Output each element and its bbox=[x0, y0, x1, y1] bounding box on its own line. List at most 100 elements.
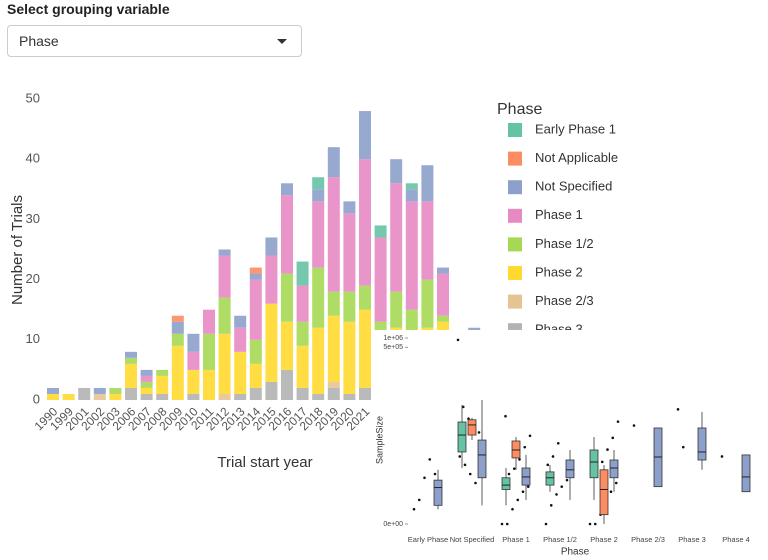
box bbox=[741, 454, 751, 493]
bar-segment bbox=[125, 363, 137, 388]
bar-segment bbox=[359, 285, 371, 310]
bar-segment bbox=[405, 201, 418, 310]
y-tick-label: 50 bbox=[26, 90, 40, 105]
bar-segment bbox=[343, 321, 356, 394]
data-point bbox=[468, 472, 472, 476]
box bbox=[457, 421, 467, 453]
bar-segment bbox=[249, 387, 262, 400]
data-point bbox=[609, 490, 613, 494]
bar-segment bbox=[218, 255, 231, 298]
y-tick-label: 20 bbox=[26, 271, 40, 286]
data-point bbox=[528, 434, 532, 438]
x-tick-label: Early Phase bbox=[408, 535, 448, 544]
bar-segment bbox=[47, 387, 59, 394]
bar-segment bbox=[327, 381, 340, 388]
bar-segment bbox=[281, 273, 293, 322]
data-point bbox=[504, 414, 507, 418]
bar-segment bbox=[125, 357, 137, 364]
data-point bbox=[512, 467, 516, 470]
bar-segment bbox=[140, 393, 153, 400]
bar-segment bbox=[265, 255, 278, 304]
bar-segment bbox=[249, 273, 262, 280]
x-tick-label: Phase 1 bbox=[502, 535, 530, 544]
bar-segment bbox=[296, 345, 309, 388]
data-point bbox=[463, 463, 467, 467]
data-point bbox=[681, 445, 685, 449]
bar-segment bbox=[171, 315, 184, 322]
legend-swatch bbox=[508, 294, 522, 309]
bar-segment bbox=[249, 339, 262, 364]
bar-segment bbox=[312, 393, 325, 400]
bar-segment bbox=[296, 285, 309, 322]
bar-segment bbox=[218, 249, 231, 256]
data-point bbox=[549, 504, 553, 507]
data-point bbox=[565, 478, 569, 482]
legend-label: Early Phase 1 bbox=[535, 121, 616, 136]
data-point bbox=[412, 507, 416, 511]
bar-segment bbox=[405, 189, 418, 202]
grouping-select[interactable]: Phase bbox=[7, 25, 302, 57]
bar-segment bbox=[312, 189, 325, 202]
bar-segment bbox=[234, 327, 247, 352]
y-tick-label: 0e+00 bbox=[383, 521, 403, 528]
bar-segment bbox=[312, 267, 325, 328]
bar-segment bbox=[327, 387, 340, 400]
bar-segment bbox=[187, 351, 200, 370]
x-tick-label: Not Specified bbox=[450, 535, 495, 544]
legend-label: Phase 2 bbox=[535, 264, 583, 279]
box bbox=[467, 419, 477, 436]
data-point bbox=[500, 522, 504, 526]
bar-segment bbox=[203, 309, 215, 334]
y-tick-label: 30 bbox=[26, 211, 40, 226]
bar-segment bbox=[78, 387, 91, 400]
y-tick-label: 5e+05 bbox=[383, 344, 403, 351]
data-point bbox=[556, 442, 560, 445]
x-tick-label: Phase 3 bbox=[678, 535, 706, 544]
bar-segment bbox=[171, 333, 184, 346]
bar-segment bbox=[171, 345, 184, 400]
data-point bbox=[551, 455, 555, 458]
bar-segment bbox=[156, 375, 169, 394]
y-tick-label: 10 bbox=[26, 331, 40, 346]
bar-segment bbox=[281, 183, 293, 196]
bar-segment bbox=[359, 387, 371, 400]
data-point bbox=[423, 476, 426, 480]
data-point bbox=[555, 493, 558, 496]
bar-segment bbox=[390, 159, 403, 184]
data-point bbox=[516, 498, 520, 502]
legend-label: Not Applicable bbox=[535, 150, 618, 165]
data-point bbox=[433, 472, 437, 476]
bar-segment bbox=[343, 201, 356, 214]
box bbox=[511, 440, 521, 459]
bar-segment bbox=[421, 165, 434, 202]
data-point bbox=[616, 420, 620, 423]
box bbox=[433, 479, 443, 506]
y-tick-label: 0 bbox=[33, 391, 40, 406]
bar-segment bbox=[359, 159, 371, 286]
bar-segment bbox=[234, 351, 247, 394]
bar-segment bbox=[249, 363, 262, 388]
data-point bbox=[456, 338, 460, 342]
box bbox=[589, 449, 599, 479]
data-point bbox=[611, 436, 615, 440]
bar-segment bbox=[218, 393, 231, 400]
bar-segment bbox=[437, 315, 449, 322]
bar-segment bbox=[203, 333, 215, 370]
data-point bbox=[474, 481, 477, 485]
data-point bbox=[461, 405, 465, 409]
bar-segment bbox=[312, 177, 325, 190]
x-tick-label: Phase 2 bbox=[590, 535, 618, 544]
x-tick-label: Phase 4 bbox=[722, 535, 750, 544]
bar-segment bbox=[156, 393, 169, 400]
data-point bbox=[560, 485, 564, 488]
bar-segment bbox=[312, 327, 325, 394]
bar-segment bbox=[187, 333, 200, 352]
bar-segment bbox=[421, 201, 434, 280]
bar-segment bbox=[281, 195, 293, 274]
bar-segment bbox=[405, 183, 418, 190]
bar-segment bbox=[265, 381, 278, 400]
bar-segment bbox=[125, 351, 137, 358]
bar-segment bbox=[187, 393, 200, 400]
bar-segment bbox=[343, 393, 356, 400]
bar-segment bbox=[327, 177, 340, 292]
